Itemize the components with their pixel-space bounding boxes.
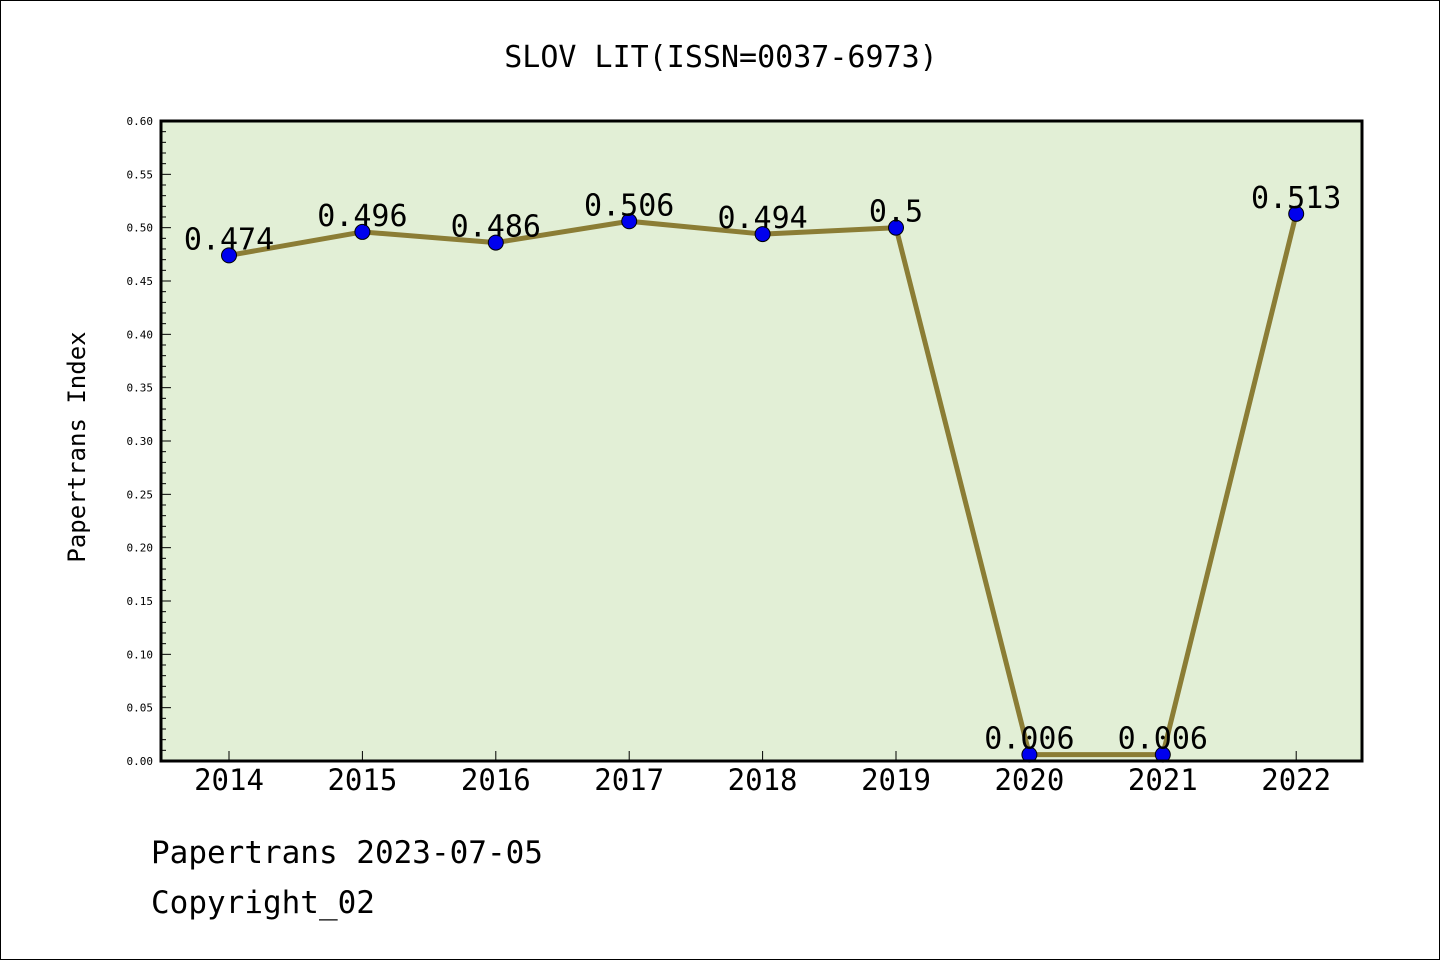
x-tick-label: 2015 <box>327 763 397 797</box>
y-tick-label: 0.35 <box>127 382 154 395</box>
y-tick-label: 0.45 <box>127 275 154 288</box>
x-tick-label: 2014 <box>194 763 264 797</box>
y-axis-label: Papertrans Index <box>63 331 91 562</box>
y-tick-label: 0.15 <box>127 595 154 608</box>
data-point <box>888 219 904 236</box>
x-tick-label: 2017 <box>594 763 664 797</box>
y-tick-label: 0.50 <box>127 222 154 235</box>
plot-border <box>159 119 1364 763</box>
y-tick-label: 0.05 <box>127 702 154 715</box>
x-tick-label: 2020 <box>994 763 1064 797</box>
data-label: 0.474 <box>184 222 274 257</box>
data-label: 0.494 <box>717 201 807 236</box>
y-tick-label: 0.25 <box>127 488 154 501</box>
data-point <box>621 213 638 230</box>
data-label: 0.006 <box>1118 722 1208 757</box>
data-point <box>1288 205 1305 222</box>
data-label: 0.513 <box>1251 181 1341 216</box>
x-tick-label: 2022 <box>1261 763 1331 797</box>
y-tick-label: 0.00 <box>127 755 154 768</box>
data-point <box>487 234 504 251</box>
data-label: 0.006 <box>984 722 1074 757</box>
data-label: 0.486 <box>451 210 541 245</box>
data-point <box>754 226 771 243</box>
data-label: 0.506 <box>584 188 674 223</box>
data-point <box>354 223 371 240</box>
y-tick-label: 0.40 <box>127 328 154 341</box>
data-point <box>221 247 237 264</box>
y-tick-label: 0.60 <box>127 115 154 128</box>
x-tick-label: 2018 <box>728 763 798 797</box>
y-tick-label: 0.10 <box>127 648 154 661</box>
x-tick-label: 2019 <box>861 763 931 797</box>
y-tick-label: 0.55 <box>127 168 154 181</box>
footer-copyright: Copyright_02 <box>151 885 375 921</box>
data-label: 0.5 <box>869 195 923 230</box>
footer-source: Papertrans 2023-07-05 <box>151 835 543 871</box>
x-tick-label: 2021 <box>1128 763 1198 797</box>
y-tick-label: 0.20 <box>127 542 154 555</box>
x-tick-label: 2016 <box>461 763 531 797</box>
y-tick-label: 0.30 <box>127 435 154 448</box>
chart-title: SLOV LIT(ISSN=0037-6973) <box>504 40 937 75</box>
data-label: 0.496 <box>317 199 407 234</box>
